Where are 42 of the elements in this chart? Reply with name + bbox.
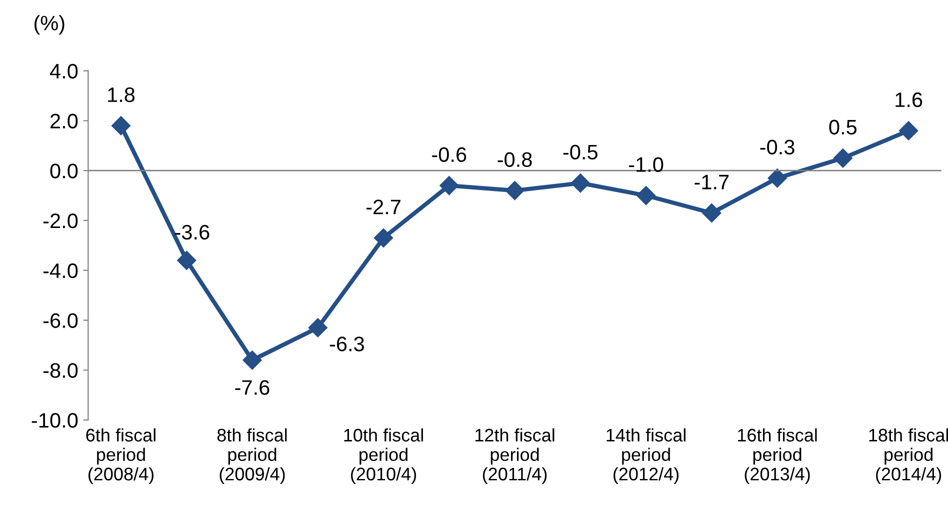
x-tick-label: 18th fiscal period (2014/4) bbox=[869, 428, 948, 484]
y-tick-label: 2.0 bbox=[50, 114, 78, 128]
y-tick-label: -2.0 bbox=[43, 213, 78, 228]
text: 1.6 bbox=[896, 92, 922, 108]
point bbox=[111, 116, 131, 136]
x-tick-label: 6th fiscal period (2008/4) bbox=[86, 428, 156, 484]
text: -0.6 bbox=[432, 147, 466, 162]
x-tick-label: 16th fiscal period (2013/4) bbox=[738, 428, 817, 484]
point bbox=[505, 181, 524, 200]
point bbox=[308, 318, 328, 338]
point bbox=[636, 186, 656, 206]
text: -1.7 bbox=[694, 174, 729, 190]
text: -2.7 bbox=[366, 200, 400, 214]
text: -0.5 bbox=[563, 144, 598, 160]
point bbox=[440, 176, 459, 196]
text: -3.6 bbox=[175, 224, 210, 240]
x-tick-label: 12th fiscal period (2011/4) bbox=[475, 428, 554, 484]
point bbox=[242, 350, 262, 370]
y-tick-label: -6.0 bbox=[43, 313, 78, 328]
x-tick-label: 14th fiscal period (2012/4) bbox=[606, 428, 686, 484]
point bbox=[374, 228, 394, 248]
x-tick-label: 10th fiscal period (2010/4) bbox=[344, 428, 423, 484]
y-axis-title: (%) bbox=[34, 15, 64, 35]
point bbox=[702, 203, 722, 223]
text: -1.0 bbox=[629, 157, 664, 172]
text: -6.3 bbox=[330, 336, 364, 352]
text: -0.8 bbox=[498, 152, 532, 167]
y-tick-label: -4.0 bbox=[43, 263, 78, 278]
point bbox=[177, 250, 196, 270]
y-tick-label: -10.0 bbox=[32, 412, 78, 428]
point bbox=[833, 148, 852, 168]
y-tick-label: 0.0 bbox=[50, 164, 78, 178]
point bbox=[570, 174, 590, 193]
y-tick-label: 4.0 bbox=[50, 64, 78, 79]
text: -0.3 bbox=[760, 140, 794, 155]
text: -7.6 bbox=[235, 380, 270, 395]
x-tick-label: 8th fiscal period (2009/4) bbox=[217, 428, 287, 484]
point bbox=[768, 168, 787, 188]
point bbox=[899, 121, 918, 140]
y-tick-label: -8.0 bbox=[43, 363, 78, 378]
text: 1.8 bbox=[108, 87, 135, 102]
text: 0.5 bbox=[829, 120, 857, 135]
